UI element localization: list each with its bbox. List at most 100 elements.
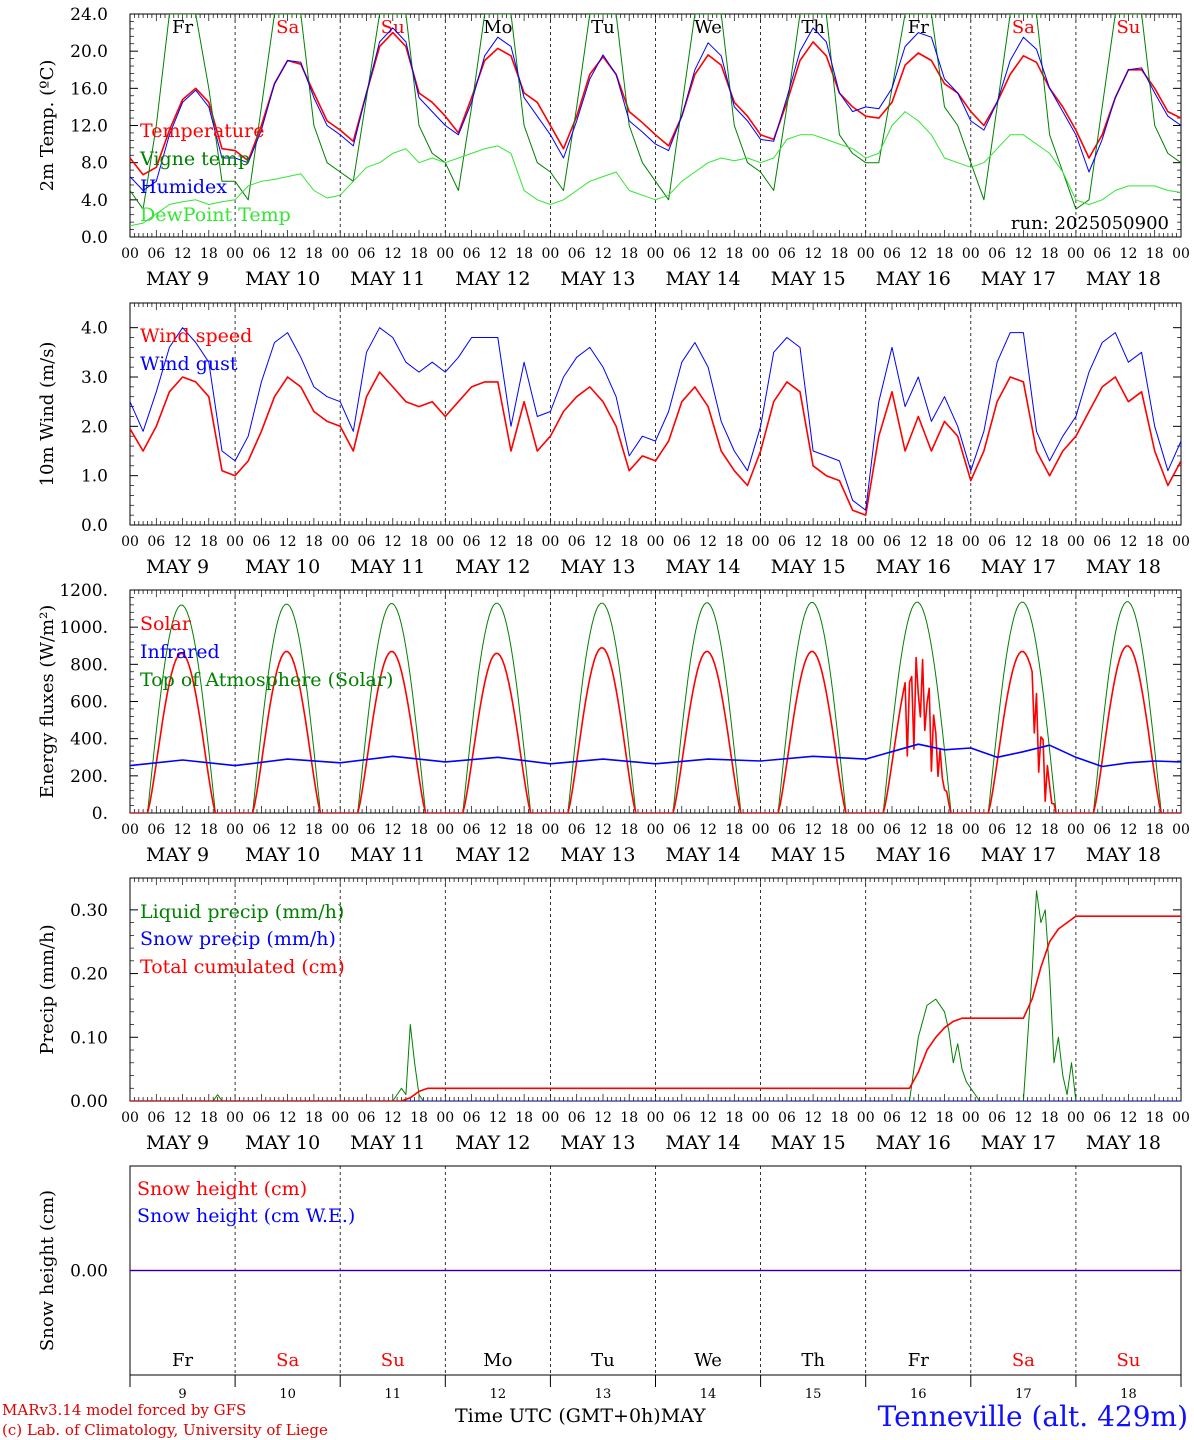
weekday-label: Fr	[908, 17, 929, 38]
y-tick-label: 800.	[70, 655, 108, 675]
x-day-label: MAY 17	[981, 268, 1056, 290]
x-hour-label: 18	[831, 246, 849, 262]
station-name: Tenneville (alt. 429m)	[877, 1400, 1188, 1433]
x-hour-label: 18	[515, 246, 533, 262]
x-hour-label: 06	[988, 534, 1006, 550]
legend-entry: Humidex	[140, 176, 227, 198]
y-axis-label: Snow height (cm)	[37, 1190, 58, 1351]
x-hour-label: 00	[226, 246, 244, 262]
x-hour-label: 06	[147, 534, 165, 550]
x-hour-label: 12	[1014, 1110, 1032, 1126]
x-hour-label: 06	[673, 534, 691, 550]
x-hour-label: 18	[831, 534, 849, 550]
series-line-solar	[130, 645, 1181, 813]
x-hour-label: 06	[463, 822, 481, 838]
x-hour-label: 12	[909, 822, 927, 838]
panel-3: 0. 200. 400. 600. 800. 1000. 1200.Energy fluxe…	[37, 581, 1190, 866]
series-line-wind-gust	[130, 327, 1181, 511]
x-hour-label: 06	[358, 1110, 376, 1126]
weekday-label: Su	[1116, 17, 1140, 38]
x-hour-label: 00	[331, 246, 349, 262]
weekday-label: Tu	[591, 17, 615, 38]
y-tick-label: 1200.	[59, 581, 108, 601]
x-hour-label: 00	[752, 246, 770, 262]
y-tick-label: 0.0	[81, 228, 108, 248]
x-hour-label: 06	[778, 822, 796, 838]
x-hour-label: 06	[1093, 246, 1111, 262]
x-hour-label: 18	[1146, 1110, 1164, 1126]
date-label: 9	[178, 1387, 186, 1402]
x-day-label: MAY 10	[245, 1132, 320, 1154]
x-day-label: MAY 18	[1086, 844, 1161, 866]
x-hour-label: 06	[463, 246, 481, 262]
y-tick-label: 24.0	[70, 5, 108, 25]
x-hour-label: 00	[647, 246, 665, 262]
x-day-label: MAY 16	[876, 844, 951, 866]
legend-entry: Temperature	[140, 120, 264, 142]
weekday-label: Fr	[172, 17, 193, 38]
series-line-top-of-atmosphere-solar	[130, 601, 1181, 813]
x-day-label: MAY 16	[876, 556, 951, 578]
x-hour-label: 00	[541, 822, 559, 838]
date-label: 15	[805, 1387, 822, 1402]
y-tick-label: 4.0	[81, 319, 108, 339]
x-hour-label: 06	[147, 1110, 165, 1126]
hour-ticks	[129, 878, 1182, 1101]
x-hour-label: 18	[410, 822, 428, 838]
x-hour-label: 12	[279, 1110, 297, 1126]
date-label: 14	[700, 1387, 717, 1402]
x-day-label: MAY 16	[876, 1132, 951, 1154]
x-hour-label: 06	[568, 1110, 586, 1126]
x-hour-label: 00	[1067, 534, 1085, 550]
x-day-label: MAY 10	[245, 556, 320, 578]
date-label: 12	[490, 1387, 507, 1402]
y-tick-label: 20.0	[70, 42, 108, 62]
weekday-label: Fr	[908, 1350, 929, 1371]
x-hour-label: 06	[778, 534, 796, 550]
series-line-dewpoint-temp	[130, 111, 1181, 227]
x-day-label: MAY 15	[771, 844, 846, 866]
x-hour-label: 12	[594, 1110, 612, 1126]
x-hour-label: 18	[305, 534, 323, 550]
y-tick-label: 1.0	[81, 467, 108, 487]
weekday-label: Tu	[591, 1350, 615, 1371]
date-label: 18	[1120, 1387, 1137, 1402]
plot-frame	[129, 589, 1182, 814]
x-hour-label: 18	[305, 246, 323, 262]
x-hour-label: 18	[620, 1110, 638, 1126]
weekday-label: Su	[381, 1350, 405, 1371]
x-hour-label: 06	[883, 534, 901, 550]
x-day-label: MAY 10	[245, 844, 320, 866]
y-tick-label: 0.10	[70, 1028, 108, 1048]
x-hour-label: 06	[673, 246, 691, 262]
x-hour-label: 00	[962, 822, 980, 838]
x-hour-label: 06	[252, 1110, 270, 1126]
y-tick-label: 3.0	[81, 368, 108, 388]
legend-entry: Wind gust	[140, 353, 238, 375]
x-hour-label: 06	[358, 534, 376, 550]
y-tick-label: 12.0	[70, 117, 108, 137]
x-hour-label: 00	[1172, 822, 1190, 838]
legend-entry: Top of Atmosphere (Solar)	[140, 669, 393, 691]
y-axis-label: Precip (mm/h)	[37, 924, 58, 1054]
x-hour-label: 18	[620, 534, 638, 550]
x-hour-label: 18	[725, 534, 743, 550]
x-hour-label: 06	[988, 1110, 1006, 1126]
x-day-label: MAY 9	[146, 268, 209, 290]
x-hour-label: 06	[252, 822, 270, 838]
x-hour-label: 00	[857, 534, 875, 550]
y-axis-label: 10m Wind (m/s)	[37, 342, 58, 487]
x-day-label: MAY 15	[771, 1132, 846, 1154]
legend-entry: Snow height (cm)	[137, 1178, 307, 1200]
x-hour-label: 00	[647, 822, 665, 838]
y-tick-label: 1000.	[59, 618, 108, 638]
x-hour-label: 00	[121, 1110, 139, 1126]
x-hour-label: 18	[1146, 534, 1164, 550]
x-hour-label: 00	[752, 1110, 770, 1126]
x-day-label: MAY 12	[455, 844, 530, 866]
hour-ticks	[129, 590, 1182, 813]
x-day-label: MAY 11	[350, 844, 425, 866]
date-label: 17	[1015, 1387, 1032, 1402]
x-hour-label: 00	[962, 1110, 980, 1126]
x-hour-label: 18	[1146, 822, 1164, 838]
